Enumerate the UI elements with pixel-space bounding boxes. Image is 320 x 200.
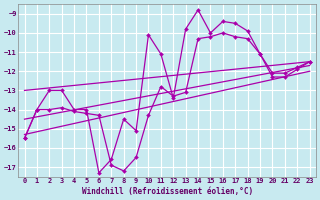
X-axis label: Windchill (Refroidissement éolien,°C): Windchill (Refroidissement éolien,°C) — [82, 187, 252, 196]
